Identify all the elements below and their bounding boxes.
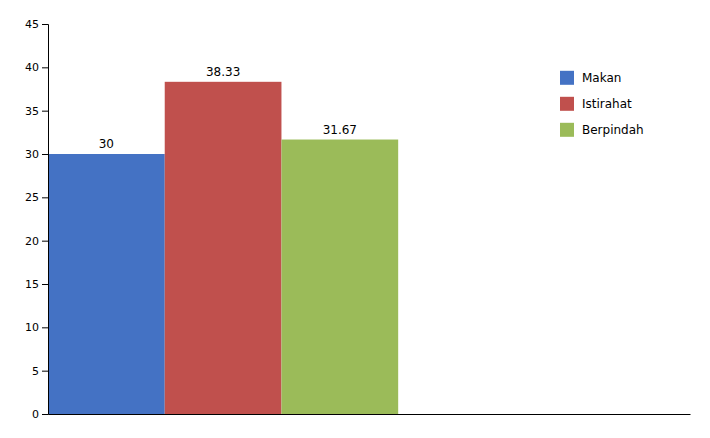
bar [281,140,398,414]
y-tick-label: 45 [25,18,39,31]
y-tick-label: 0 [32,408,39,421]
y-tick-label: 10 [25,321,39,334]
y-tick-mark [42,414,48,415]
data-label: 30 [99,137,114,151]
bars [48,82,398,414]
data-labels: 30 38.33 31.67 [99,65,357,151]
x-axis-line [49,414,691,415]
legend-swatch [560,123,574,137]
data-label: 38.33 [206,65,240,79]
y-tick-mark [42,241,48,242]
bar [48,154,165,414]
y-tick-label: 25 [25,191,39,204]
legend-label: Istirahat [582,97,632,111]
legend-swatch [560,71,574,85]
y-tick-label: 20 [25,235,39,248]
y-tick: 30 [25,148,48,161]
legend-item: Istirahat [560,97,632,111]
y-tick: 10 [25,321,48,334]
legend-label: Makan [582,71,621,85]
y-tick-label: 35 [25,105,39,118]
y-tick: 5 [32,365,48,378]
x-axis [49,414,691,415]
y-tick-mark [42,327,48,328]
y-tick-mark [42,111,48,112]
y-tick: 25 [25,191,48,204]
legend-item: Makan [560,71,621,85]
plot: 0 5 10 15 20 25 30 35 40 45 30 38.33 31.67 Makan Istir… [25,18,691,421]
y-tick: 45 [25,18,48,31]
y-tick-mark [42,154,48,155]
y-tick: 0 [32,408,48,421]
y-tick-mark [42,371,48,372]
y-tick-mark [42,67,48,68]
legend: Makan Istirahat Berpindah [560,71,644,137]
legend-item: Berpindah [560,123,644,137]
bar [165,82,282,414]
legend-label: Berpindah [582,123,644,137]
y-tick: 40 [25,61,48,74]
y-tick-mark [42,24,48,25]
y-axis: 0 5 10 15 20 25 30 35 40 45 [25,18,49,421]
y-tick-mark [42,197,48,198]
chart: 0 5 10 15 20 25 30 35 40 45 30 38.33 31.67 Makan Istir… [0,0,710,438]
y-tick-label: 40 [25,61,39,74]
y-tick-label: 30 [25,148,39,161]
data-label: 31.67 [323,123,357,137]
legend-swatch [560,97,574,111]
y-tick-label: 5 [32,365,39,378]
y-tick: 20 [25,235,48,248]
y-tick-mark [42,284,48,285]
y-tick-label: 15 [25,278,39,291]
y-axis-line [42,25,49,415]
y-tick: 15 [25,278,48,291]
y-tick: 35 [25,105,48,118]
